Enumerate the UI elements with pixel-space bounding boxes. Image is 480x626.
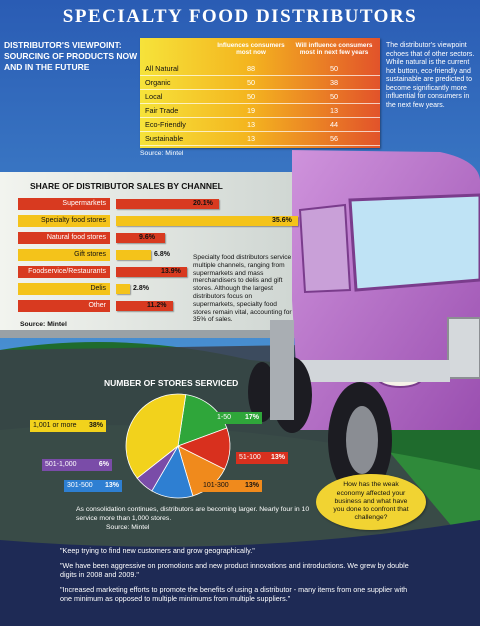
now-value: 13 bbox=[246, 134, 256, 143]
quotes-panel: "Keep trying to find new customers and g… bbox=[60, 546, 420, 603]
pie-category: 1-50 bbox=[217, 414, 232, 421]
bar-category-label: Gift stores bbox=[18, 249, 110, 261]
row-divider bbox=[140, 103, 380, 104]
quote-3: "Increased marketing efforts to promote … bbox=[60, 585, 408, 603]
viewpoint-title: DISTRIBUTOR'S VIEWPOINT: SOURCING OF PRO… bbox=[4, 40, 138, 72]
column-header-future: Will influence consumers most in next fe… bbox=[295, 42, 373, 57]
stores-note: As consolidation continues, distributors… bbox=[76, 506, 310, 522]
pie-value: 13% bbox=[104, 482, 119, 489]
row-label: Organic bbox=[145, 78, 171, 87]
bar bbox=[116, 284, 130, 294]
row-label: Local bbox=[145, 92, 163, 101]
pie-value: 6% bbox=[98, 461, 109, 468]
bar-value-label: 11.2% bbox=[147, 302, 167, 309]
bar bbox=[116, 233, 165, 243]
bar bbox=[116, 199, 219, 209]
pie-value: 17% bbox=[244, 414, 259, 421]
row-label: All Natural bbox=[145, 64, 179, 73]
truck-illustration bbox=[248, 150, 480, 498]
pie-slice-label: 51-100 13% bbox=[236, 452, 288, 464]
bar-value-label: 20.1% bbox=[193, 200, 213, 207]
bar bbox=[116, 267, 187, 277]
now-value: 19 bbox=[246, 106, 256, 115]
bar-category-label: Other bbox=[18, 300, 110, 312]
pie-value: 38% bbox=[88, 422, 103, 429]
bar-value-label: 2.8% bbox=[133, 285, 149, 292]
pie-slice-label: 501-1,000 6% bbox=[42, 459, 112, 471]
future-value: 13 bbox=[329, 106, 339, 115]
bar-category-label: Foodservice/Restaurants bbox=[18, 266, 110, 278]
future-value: 38 bbox=[329, 78, 339, 87]
viewpoint-note: The distributor's viewpoint echoes that … bbox=[386, 42, 475, 109]
row-divider bbox=[140, 131, 380, 132]
pie-category: 301-500 bbox=[67, 482, 93, 489]
row-divider bbox=[140, 145, 380, 146]
pie-slice-label: 1,001 or more 38% bbox=[30, 420, 106, 432]
now-value: 50 bbox=[246, 92, 256, 101]
question-callout: How has the weak economy affected your b… bbox=[316, 474, 426, 530]
bar bbox=[116, 250, 151, 260]
row-label: Sustainable bbox=[145, 134, 184, 143]
bar-category-label: Delis bbox=[18, 283, 110, 295]
bar-value-label: 35.6% bbox=[272, 217, 292, 224]
page-title: SPECIALTY FOOD DISTRIBUTORS bbox=[62, 6, 418, 27]
stores-pie-chart bbox=[125, 393, 231, 499]
row-label: Eco-Friendly bbox=[145, 120, 186, 129]
pie-value: 13% bbox=[244, 482, 259, 489]
now-value: 88 bbox=[246, 64, 256, 73]
share-title: SHARE OF DISTRIBUTOR SALES BY CHANNEL bbox=[30, 181, 223, 191]
row-divider bbox=[140, 117, 380, 118]
quote-1: "Keep trying to find new customers and g… bbox=[60, 546, 255, 555]
future-value: 50 bbox=[329, 92, 339, 101]
pie-category: 51-100 bbox=[239, 454, 261, 461]
pie-category: 501-1,000 bbox=[45, 461, 77, 468]
future-value: 50 bbox=[329, 64, 339, 73]
pie-value: 13% bbox=[270, 454, 285, 461]
pie-slice-label: 1-50 17% bbox=[214, 412, 262, 424]
share-bar-chart: Supermarkets 20.1% Specialty food stores 35… bbox=[18, 198, 303, 320]
bar-category-label: Natural food stores bbox=[18, 232, 110, 244]
pie-slice-label: 101-300 13% bbox=[200, 480, 262, 492]
pie-category: 101-300 bbox=[203, 482, 229, 489]
pie-slice bbox=[125, 393, 187, 479]
viewpoint-source: Source: Mintel bbox=[140, 150, 184, 157]
row-divider bbox=[140, 75, 380, 76]
share-source: Source: Mintel bbox=[20, 321, 67, 328]
now-value: 13 bbox=[246, 120, 256, 129]
pie-slice-label: 301-500 13% bbox=[64, 480, 122, 492]
stores-source: Source: Mintel bbox=[106, 524, 150, 531]
row-label: Fair Trade bbox=[145, 106, 179, 115]
viewpoint-table: Influences consumers most now Will influ… bbox=[140, 38, 380, 148]
pie-slice bbox=[177, 394, 228, 447]
stores-title: NUMBER OF STORES SERVICED bbox=[104, 378, 239, 388]
future-value: 44 bbox=[329, 120, 339, 129]
bar-category-label: Supermarkets bbox=[18, 198, 110, 210]
bar-category-label: Specialty food stores bbox=[18, 215, 110, 227]
quote-2: "We have been aggressive on promotions a… bbox=[60, 561, 409, 579]
callout-text: How has the weak economy affected your b… bbox=[333, 481, 409, 522]
bar bbox=[116, 216, 298, 226]
bar bbox=[116, 301, 173, 311]
row-divider bbox=[140, 89, 380, 90]
bar-value-label: 9.6% bbox=[139, 234, 155, 241]
future-value: 56 bbox=[329, 134, 339, 143]
bar-value-label: 6.8% bbox=[154, 251, 170, 258]
share-note: Specialty food distributors service mult… bbox=[193, 254, 292, 324]
bar-value-label: 13.9% bbox=[161, 268, 181, 275]
pie-category: 1,001 or more bbox=[33, 422, 77, 429]
now-value: 50 bbox=[246, 78, 256, 87]
column-header-now: Influences consumers most now bbox=[217, 42, 285, 57]
